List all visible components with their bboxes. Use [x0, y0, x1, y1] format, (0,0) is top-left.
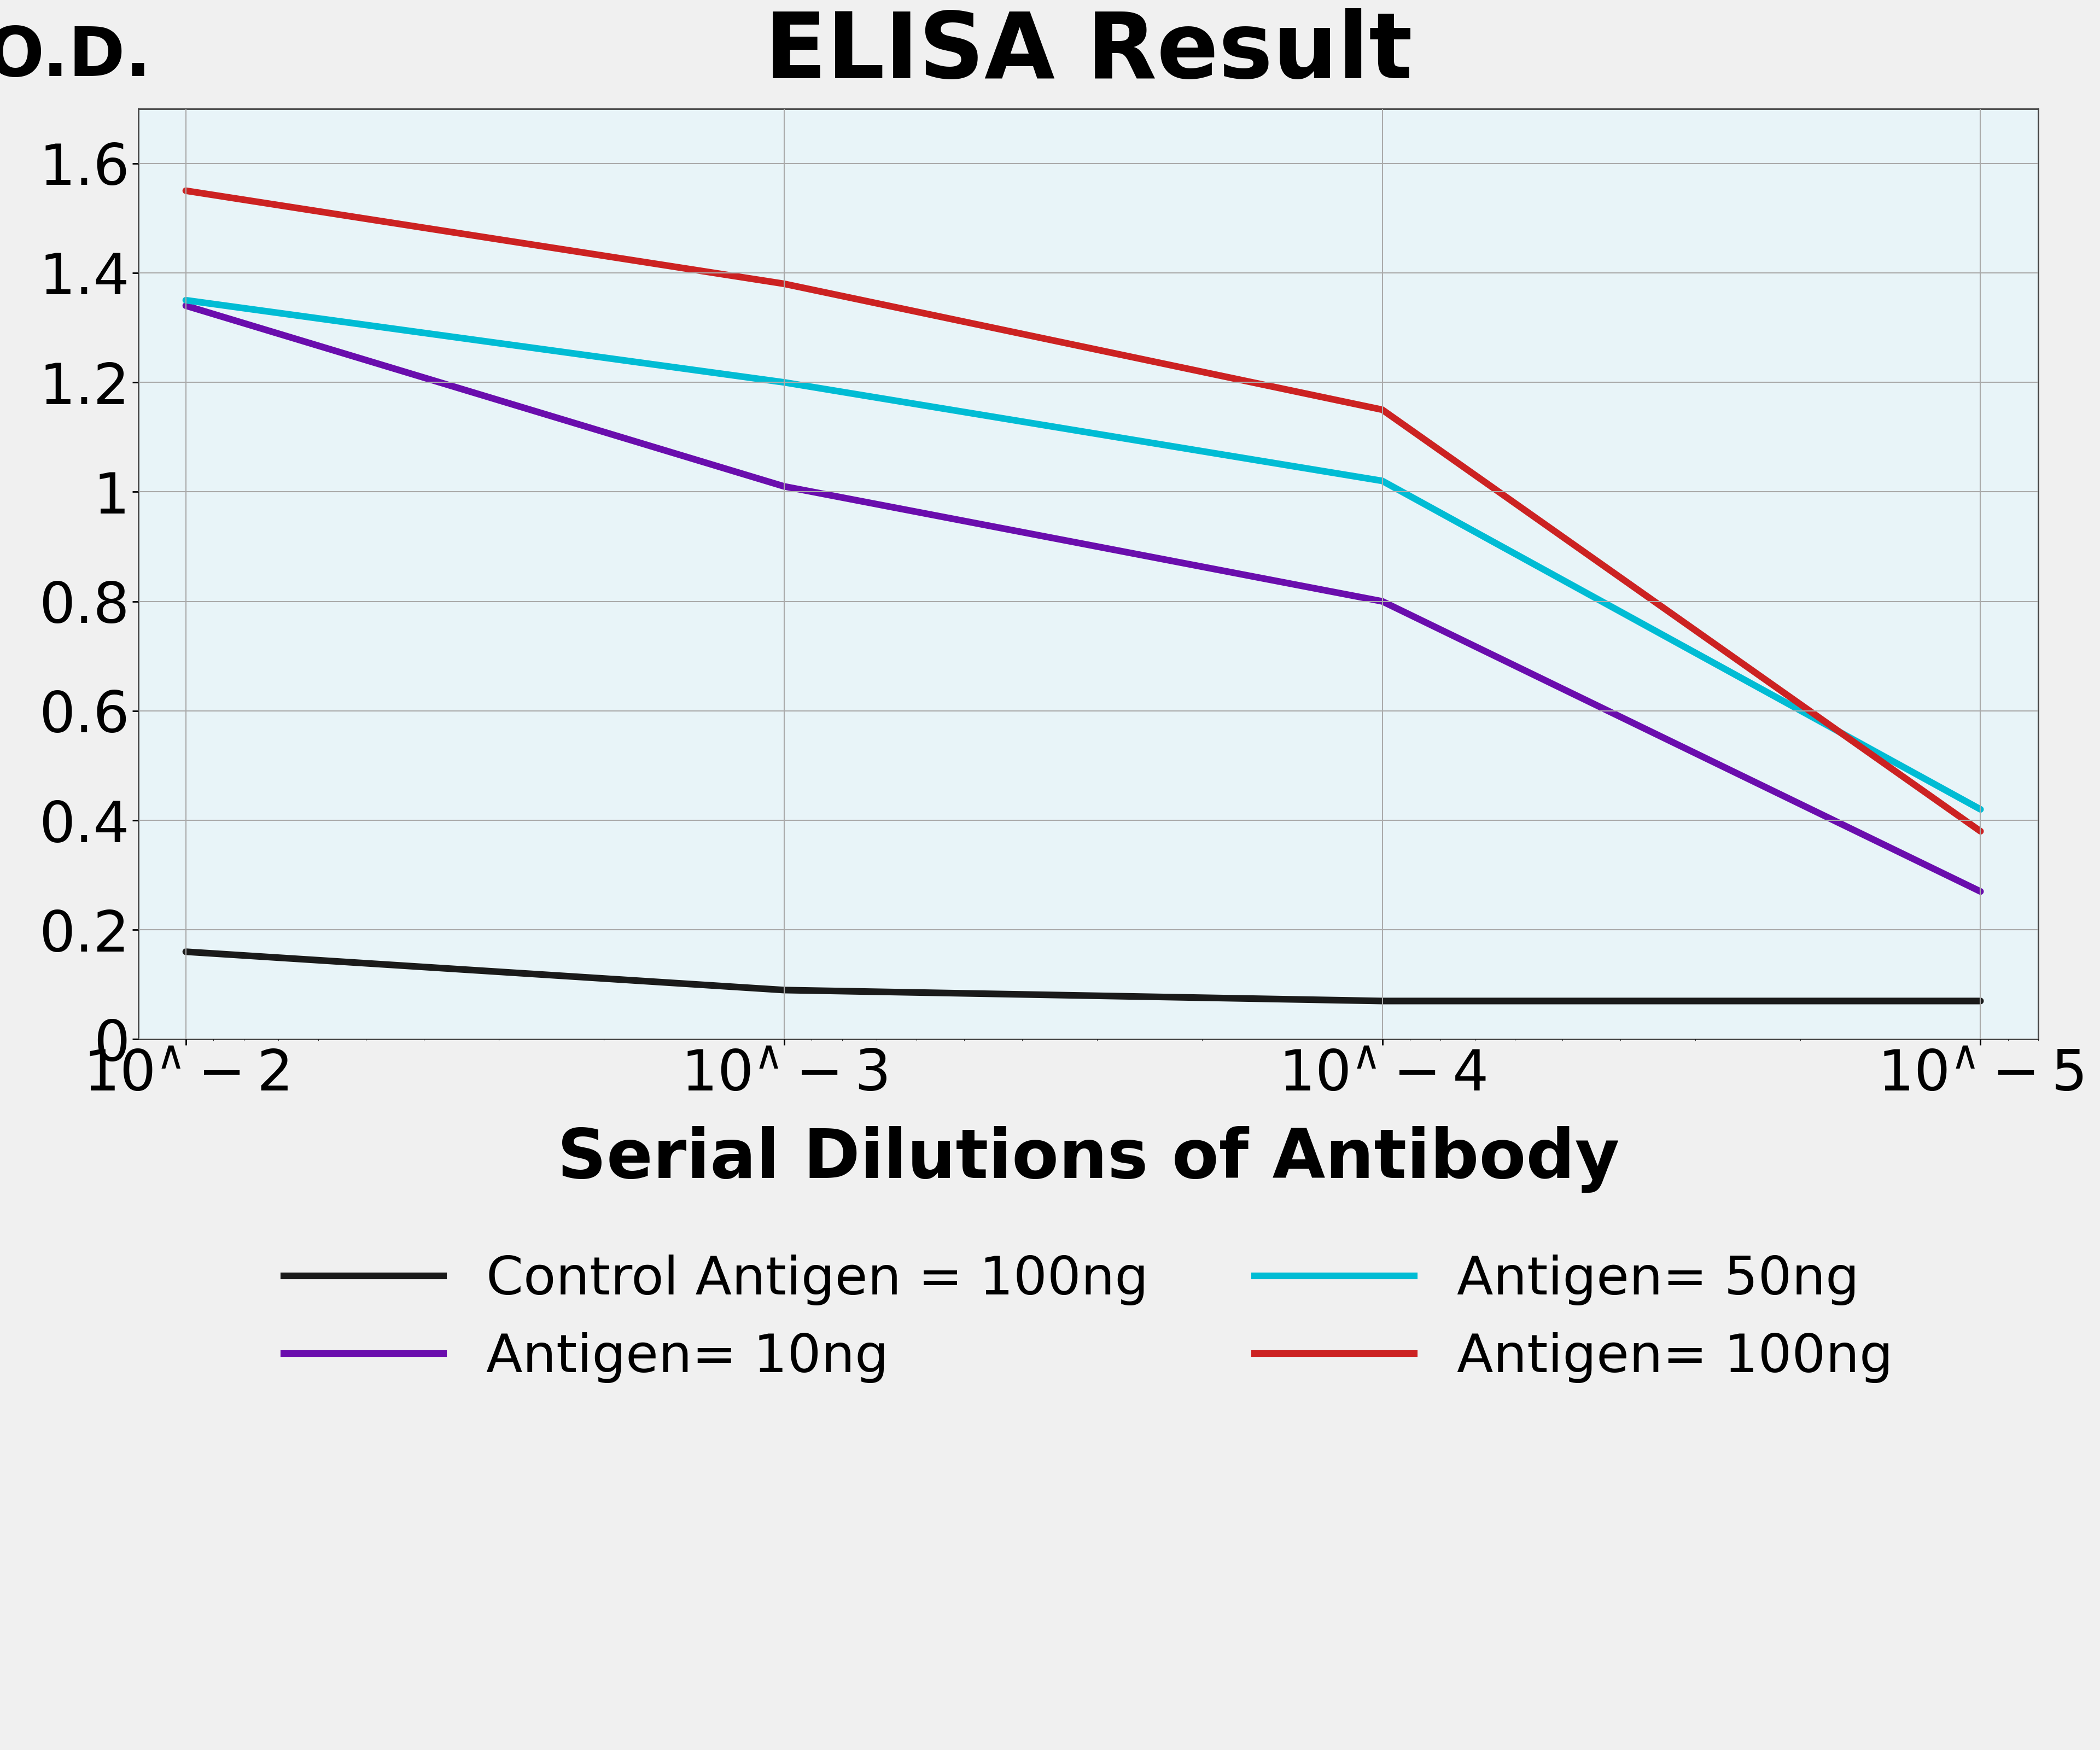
Text: O.D.: O.D.	[0, 25, 151, 89]
Legend: Control Antigen = 100ng, Antigen= 10ng, Antigen= 50ng, Antigen= 100ng: Control Antigen = 100ng, Antigen= 10ng, …	[262, 1234, 1915, 1404]
X-axis label: Serial Dilutions of Antibody: Serial Dilutions of Antibody	[556, 1125, 1619, 1194]
Title: ELISA Result: ELISA Result	[764, 9, 1413, 98]
